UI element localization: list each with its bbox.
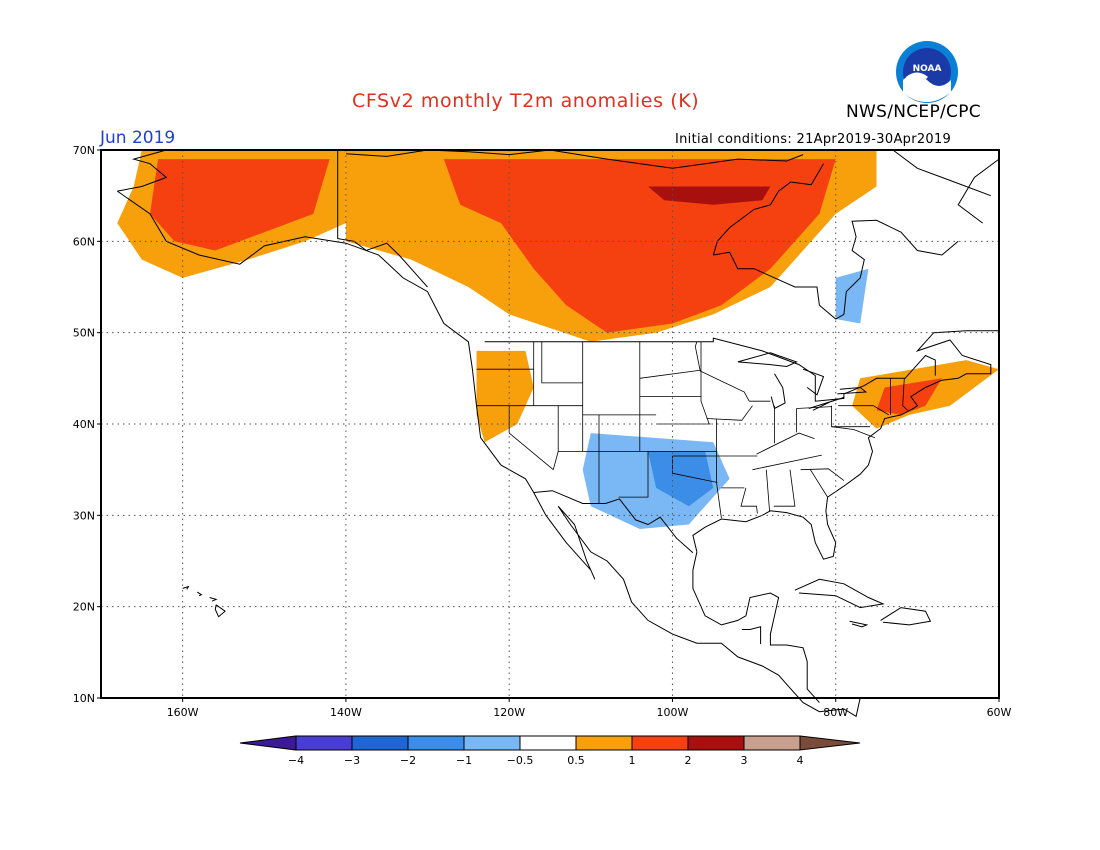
legend-label-6: 1	[629, 754, 636, 767]
state-line-31	[800, 468, 845, 481]
state-line-7	[541, 341, 583, 384]
longitude-labels: 160W 140W 120W 100W 80W 60W	[167, 698, 1012, 719]
arctic-coast-east	[892, 149, 991, 197]
legend-swatch-1	[295, 735, 353, 751]
greenland-coast-west	[957, 158, 1000, 224]
lon-label-120: 120W	[493, 706, 525, 719]
forecast-month: Jun 2019	[100, 128, 176, 148]
initial-conditions: Initial conditions: 21Apr2019-30Apr2019	[675, 132, 952, 147]
legend-swatch-9	[743, 735, 801, 751]
legend-label-3: −1	[456, 754, 472, 767]
state-line-37	[831, 426, 876, 439]
lon-label-80: 80W	[823, 706, 848, 719]
state-line-25	[773, 469, 796, 507]
hawaii-oahu	[197, 591, 203, 597]
state-line-23	[740, 487, 758, 514]
lat-label-10: 10N	[73, 692, 95, 705]
hawaii-maui	[209, 597, 218, 602]
legend-swatch-6	[575, 735, 633, 751]
lon-label-100: 100W	[657, 706, 689, 719]
alaska-canada-border	[337, 150, 428, 288]
state-line-12	[639, 369, 702, 379]
legend-swatch-4	[463, 735, 521, 751]
legend-swatch-8	[687, 735, 745, 751]
anomaly-fill-layer	[117, 150, 999, 529]
state-line-34	[838, 405, 890, 416]
legend-label-5: 0.5	[567, 754, 585, 767]
lat-label-70: 70N	[73, 144, 95, 157]
legend-swatch-7	[631, 735, 689, 751]
hawaii-big-island	[214, 604, 226, 618]
state-line-18	[716, 419, 722, 519]
svg-text:NOAA: NOAA	[913, 64, 942, 74]
legend-arrow-high	[799, 735, 861, 751]
legend-swatch-5	[519, 735, 577, 751]
anomaly-southplains-blue	[648, 451, 714, 507]
pacific-coastline	[117, 190, 861, 718]
legend-swatch-2	[351, 735, 409, 751]
gulf-coastline	[692, 551, 820, 703]
state-line-20	[706, 405, 753, 421]
anomaly-pacific-nw-orange	[476, 350, 534, 443]
lat-label-20: 20N	[73, 601, 95, 614]
state-line-19	[694, 341, 750, 402]
lake-huron	[802, 368, 825, 396]
anomaly-alaska-red	[150, 159, 330, 251]
lat-label-40: 40N	[73, 418, 95, 431]
agency-label: NWS/NCEP/CPC	[846, 102, 981, 122]
state-line-17	[700, 341, 710, 425]
hudson-bay-coast	[713, 219, 959, 320]
lon-label-140: 140W	[330, 706, 362, 719]
anomaly-canada-darkred	[648, 186, 771, 205]
bering-coastline	[117, 149, 168, 192]
arctic-mainland-coast	[549, 149, 804, 169]
state-line-33	[796, 406, 832, 409]
lake-superior	[737, 352, 798, 368]
legend-label-0: −4	[288, 754, 304, 767]
cuba-outline	[794, 578, 885, 609]
jamaica-outline	[849, 620, 869, 628]
state-line-11	[618, 451, 649, 498]
state-line-27	[756, 432, 815, 455]
state-line-32	[810, 469, 828, 498]
state-line-3	[552, 405, 559, 470]
hudson-bay-west-coast	[712, 163, 824, 256]
color-legend: −4 −3 −2 −1 −0.5 0.5 1 2 3 4	[239, 735, 861, 767]
lake-erie	[808, 397, 845, 411]
lat-label-50: 50N	[73, 327, 95, 340]
state-line-16	[672, 456, 718, 483]
lon-label-160: 160W	[167, 706, 199, 719]
coastline-layer	[117, 149, 1000, 718]
atlantic-coastline	[692, 330, 999, 560]
legend-label-1: −3	[344, 754, 360, 767]
hawaii-kauai	[182, 585, 190, 590]
legend-label-9: 4	[797, 754, 804, 767]
anomaly-hudson-lightblue	[835, 268, 869, 324]
lake-ontario	[837, 386, 868, 395]
hispaniola-outline	[880, 607, 932, 626]
lat-label-60: 60N	[73, 235, 95, 248]
legend-swatch-3	[407, 735, 465, 751]
state-line-36	[902, 378, 908, 411]
chart-title: CFSv2 monthly T2m anomalies (K)	[352, 90, 700, 112]
lon-label-60: 60W	[987, 706, 1012, 719]
state-line-24	[765, 469, 770, 512]
legend-label-4: −0.5	[507, 754, 534, 767]
state-line-26	[752, 454, 822, 471]
legend-arrow-low	[239, 735, 297, 751]
legend-label-7: 2	[685, 754, 692, 767]
us-mexico-border	[533, 490, 694, 554]
legend-label-2: −2	[400, 754, 416, 767]
lat-label-30: 30N	[73, 509, 95, 522]
noaa-logo-icon: NOAA	[896, 41, 958, 103]
legend-label-8: 3	[741, 754, 748, 767]
graticule-layer	[101, 150, 999, 698]
us-canada-border	[484, 337, 936, 402]
latitude-labels: 70N 60N 50N 40N 30N 20N 10N	[73, 144, 101, 705]
lake-michigan	[770, 373, 786, 410]
mexico-guatemala-border	[741, 626, 762, 645]
